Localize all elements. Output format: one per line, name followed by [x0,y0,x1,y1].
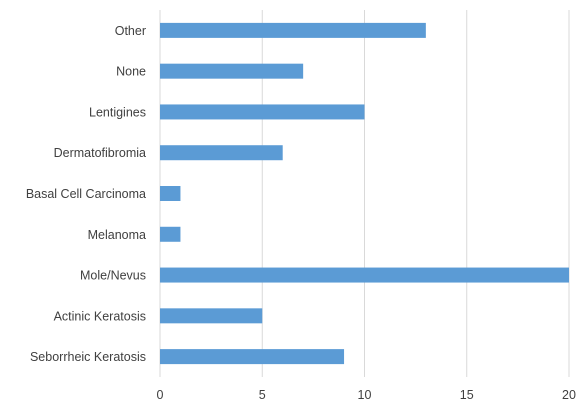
bars [160,22,569,365]
bar [160,267,569,283]
category-label: Actinic Keratosis [54,309,146,323]
category-label: Dermatofibromia [54,146,146,160]
bar [160,104,365,120]
category-label: Mole/Nevus [80,269,146,283]
category-label: Other [115,24,146,38]
bar [160,186,181,201]
category-label: Melanoma [88,228,146,242]
x-tick-label: 0 [157,388,164,402]
x-tick-label: 15 [460,388,474,402]
bar [160,63,304,79]
category-labels: Other None Lentigines Dermatofibromia Basal … [26,24,146,364]
x-tick-label: 10 [358,388,372,402]
category-label: Lentigines [89,105,146,119]
category-label: Basal Cell Carcinoma [26,187,146,201]
bar [160,226,181,242]
bar [160,145,283,161]
x-tick-label: 5 [259,388,266,402]
bar [160,308,263,324]
x-tick-label: 20 [562,388,576,402]
category-label: Seborrheic Keratosis [30,350,146,364]
x-tick-labels: 0 5 10 15 20 [157,388,576,402]
bar [160,22,426,38]
bar [160,349,345,365]
category-label: None [116,65,146,79]
